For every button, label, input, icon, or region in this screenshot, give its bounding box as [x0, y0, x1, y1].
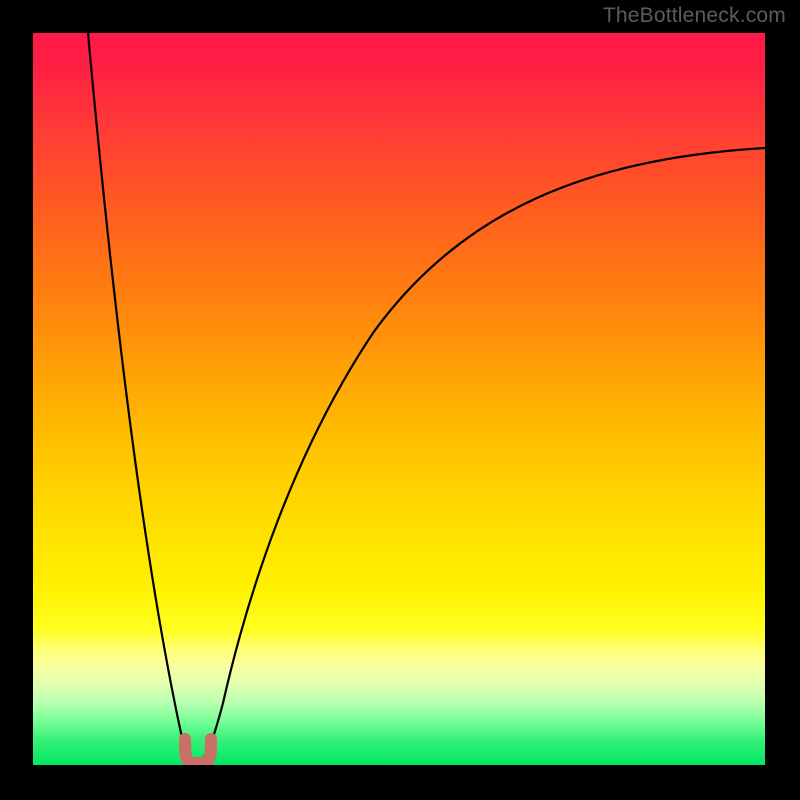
chart-svg	[33, 33, 765, 765]
chart-background	[33, 33, 765, 765]
watermark-text: TheBottleneck.com	[603, 4, 786, 28]
bottleneck-chart	[33, 33, 765, 765]
